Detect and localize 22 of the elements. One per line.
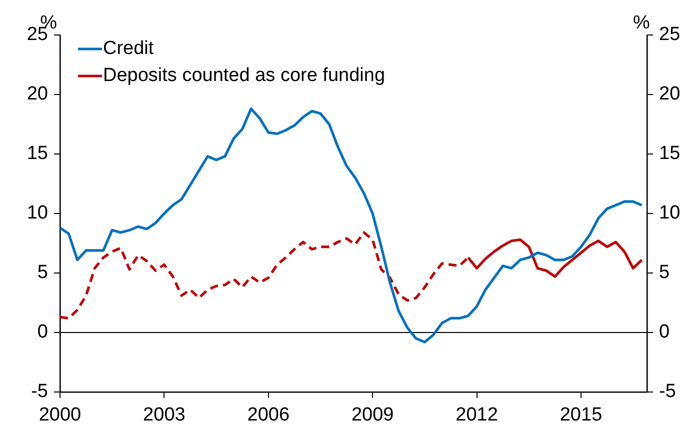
y2-tick-label: 10 [659, 202, 680, 224]
y-tick-label: 0 [37, 322, 48, 343]
y2-tick-label: 15 [659, 143, 680, 164]
legend-label: Deposits counted as core funding [103, 65, 386, 86]
y2-tick-label: 25 [659, 24, 680, 46]
x-tick-label: 2000 [38, 404, 82, 426]
y-tick-label: 10 [26, 202, 48, 224]
legend-label: Credit [103, 38, 154, 60]
y-tick-label: 15 [26, 143, 48, 164]
y2-tick-label: 5 [659, 262, 670, 284]
y2-tick-label: -5 [659, 381, 676, 402]
x-tick-label: 2009 [351, 404, 394, 426]
y-tick-label: 5 [37, 262, 48, 284]
y-tick-label: 20 [26, 84, 48, 105]
y2-tick-label: 20 [659, 84, 680, 105]
y2-axis-title: % [633, 12, 650, 34]
x-tick-label: 2015 [560, 404, 602, 426]
x-tick-label: 2003 [143, 404, 186, 426]
y-tick-label: -5 [31, 381, 48, 402]
x-tick-label: 2006 [247, 404, 290, 426]
x-tick-label: 2012 [456, 404, 498, 426]
y2-tick-label: 0 [659, 322, 670, 343]
